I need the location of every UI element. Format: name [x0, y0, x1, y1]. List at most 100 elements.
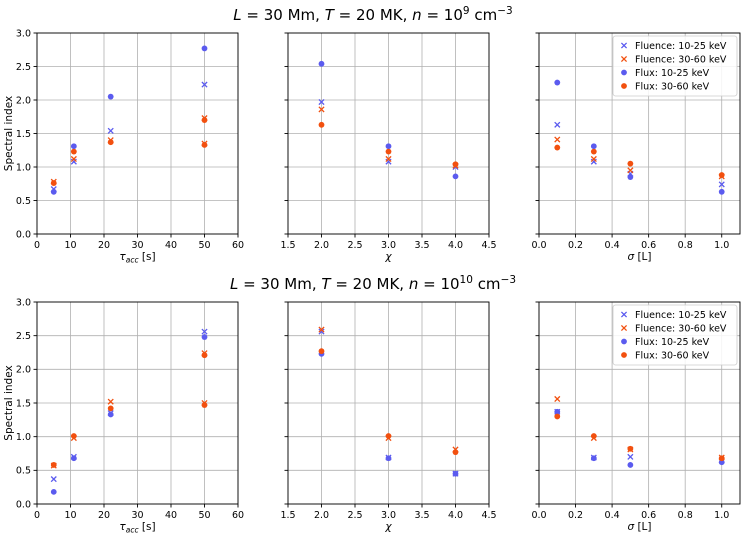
axes-frame: [287, 32, 490, 235]
y-tick-label: 2.0: [16, 95, 31, 106]
marker-dot: [621, 69, 627, 76]
y-tick-label: 2.5: [16, 331, 31, 342]
x-label-unit: [L]: [634, 251, 651, 263]
marker-dot: [718, 459, 725, 466]
x-axis-label: χ: [384, 521, 392, 533]
x-tick-label: 4.0: [448, 510, 463, 521]
title-part-T: T: [325, 6, 336, 24]
x-axis-label: σ [L]: [627, 521, 651, 533]
marker-dot: [318, 60, 325, 67]
marker-dot: [201, 352, 208, 359]
marker-dot: [50, 488, 57, 495]
x-tick-label: 30: [131, 510, 143, 521]
x-tick-label: 2.0: [314, 240, 329, 251]
axes-frame: [36, 32, 239, 235]
axes-frame: [538, 301, 741, 505]
legend-label: Fluence: 10-25 keV: [635, 41, 727, 52]
y-tick-label: 1.5: [16, 129, 31, 140]
marker-dot: [201, 117, 208, 123]
x-tick-label: 0.4: [605, 510, 620, 521]
x-tick-label: 10: [64, 510, 76, 521]
x-tick-label: 50: [198, 240, 210, 251]
legend-label: Flux: 10-25 keV: [635, 337, 710, 348]
series-3: [50, 352, 208, 468]
title-part-eq2: = 20 MK,: [334, 6, 412, 24]
marker-dot: [107, 411, 114, 418]
x-tick-label: 1.5: [280, 510, 295, 521]
marker-dot: [621, 352, 627, 358]
legend: Fluence: 10-25 keV Fluence: 30-60 keV Flux…: [612, 35, 738, 97]
legend-label: Fluence: 30-60 keV: [635, 54, 727, 65]
series-1: [554, 395, 725, 461]
y-tick-label: 3.0: [16, 28, 31, 39]
chart-panel-r1-c2: 0.0 0.2 0.4 0.6 0.8 1.0 σ [L] Fluence: 10-25 ke…: [531, 301, 741, 533]
x-label-symbol: τ: [119, 251, 126, 263]
x-label-symbol: σ: [627, 521, 634, 533]
y-tick-label: 1.0: [16, 432, 31, 443]
x-tick-label: 0.2: [568, 240, 583, 251]
marker-x: [620, 311, 628, 318]
x-tick-label: 0.8: [678, 240, 693, 251]
x-tick-label: 30: [131, 240, 143, 251]
x-label-unit: [s]: [139, 251, 156, 263]
title-part-eq1: = 30 Mm,: [242, 6, 325, 24]
marker-dot: [385, 148, 392, 155]
marker-dot: [621, 83, 627, 89]
title-part-exp: 9: [463, 5, 470, 17]
marker-dot: [385, 455, 392, 462]
marker-dot: [452, 161, 459, 168]
x-label-subscript: acc: [126, 526, 140, 535]
x-tick-label: 3.0: [381, 240, 396, 251]
legend-label: Fluence: 30-60 keV: [635, 323, 727, 334]
title-part-unit_exp: −3: [497, 5, 512, 17]
series-3: [554, 144, 725, 178]
legend-label: Flux: 10-25 keV: [635, 68, 710, 79]
marker-dot: [107, 405, 114, 412]
series-0: [50, 81, 208, 193]
marker-x: [70, 155, 77, 163]
x-tick-label: 3.5: [414, 240, 429, 251]
title-part-unit: cm: [470, 6, 498, 24]
x-tick-label: 2.5: [347, 240, 362, 251]
marker-x: [627, 453, 634, 460]
marker-dot: [718, 455, 725, 462]
marker-dot: [70, 143, 77, 150]
x-axis-label: τacc [s]: [119, 251, 155, 265]
x-axis-label: σ [L]: [627, 251, 651, 263]
x-tick-label: 20: [98, 510, 110, 521]
marker-dot: [718, 188, 725, 195]
x-tick-label: 0.0: [531, 510, 546, 521]
marker-dot: [621, 338, 627, 345]
x-label-symbol: χ: [384, 251, 392, 263]
marker-dot: [318, 121, 325, 128]
x-tick-label: 60: [232, 510, 244, 521]
marker-x: [620, 324, 628, 332]
series-3: [554, 413, 725, 462]
marker-dot: [627, 174, 634, 180]
marker-dot: [590, 143, 597, 150]
series-2: [554, 79, 725, 195]
marker-dot: [107, 93, 114, 100]
marker-dot: [627, 160, 634, 167]
y-tick-label: 3.0: [16, 297, 31, 308]
series-3: [318, 121, 459, 168]
marker-dot: [590, 148, 597, 155]
x-label-symbol: σ: [627, 251, 634, 263]
series-2: [50, 45, 208, 195]
series-1: [50, 350, 208, 469]
chart-panel-r0-c0: 0 10 20 30 40 50 60 0.0 0.5 1.0 1.5 2.0 2.5 3.0 τacc […: [3, 28, 244, 264]
series-3: [318, 348, 459, 456]
y-tick-label: 0.5: [16, 466, 31, 477]
x-label-unit: [s]: [139, 521, 156, 533]
marker-x: [318, 98, 325, 106]
x-tick-label: 0: [34, 240, 40, 251]
legend: Fluence: 10-25 keV Fluence: 30-60 keV Flux…: [612, 304, 738, 366]
marker-dot: [50, 180, 57, 186]
marker-x: [590, 155, 597, 163]
y-tick-label: 2.0: [16, 365, 31, 376]
x-tick-label: 1.0: [714, 510, 729, 521]
series-0: [554, 408, 725, 464]
marker-x: [201, 81, 208, 88]
marker-x: [554, 136, 561, 143]
legend-label: Flux: 30-60 keV: [635, 350, 710, 361]
